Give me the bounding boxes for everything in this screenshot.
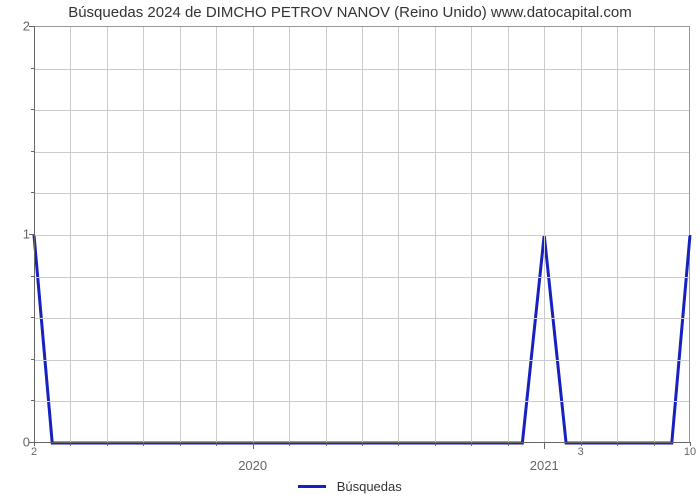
legend: Búsquedas bbox=[0, 478, 700, 496]
x-minor-tick-mark bbox=[398, 442, 399, 446]
x-minor-tick-mark bbox=[654, 442, 655, 446]
x-minor-tick-mark bbox=[362, 442, 363, 446]
y-minor-tick-mark bbox=[31, 276, 34, 277]
gridline-horizontal-major bbox=[34, 235, 689, 236]
y-minor-tick-mark bbox=[31, 192, 34, 193]
y-minor-tick-mark bbox=[31, 109, 34, 110]
x-tick-label-major: 2021 bbox=[530, 458, 559, 473]
gridline-horizontal-minor bbox=[34, 401, 689, 402]
x-major-tick-mark bbox=[544, 442, 545, 449]
x-minor-tick-mark bbox=[216, 442, 217, 446]
gridline-horizontal-minor bbox=[34, 193, 689, 194]
y-tick-label: 0 bbox=[6, 435, 30, 450]
y-minor-tick-mark bbox=[31, 68, 34, 69]
y-tick-mark bbox=[29, 26, 34, 27]
legend-swatch bbox=[298, 485, 326, 488]
x-minor-tick-mark bbox=[143, 442, 144, 446]
y-minor-tick-mark bbox=[31, 359, 34, 360]
gridline-horizontal-minor bbox=[34, 152, 689, 153]
x-minor-tick-mark bbox=[435, 442, 436, 446]
x-tick-label-minor: 3 bbox=[578, 446, 584, 458]
x-tick-label-minor: 2 bbox=[31, 446, 37, 458]
plot-area bbox=[34, 26, 690, 442]
x-minor-tick-mark bbox=[508, 442, 509, 446]
gridline-horizontal-minor bbox=[34, 110, 689, 111]
x-minor-tick-mark bbox=[107, 442, 108, 446]
y-axis-line bbox=[34, 26, 35, 442]
gridline-horizontal-minor bbox=[34, 318, 689, 319]
gridline-horizontal-minor bbox=[34, 69, 689, 70]
y-minor-tick-mark bbox=[31, 400, 34, 401]
gridline-horizontal-minor bbox=[34, 277, 689, 278]
y-minor-tick-mark bbox=[31, 317, 34, 318]
chart-title: Búsquedas 2024 de DIMCHO PETROV NANOV (R… bbox=[0, 4, 700, 21]
x-minor-tick-mark bbox=[471, 442, 472, 446]
chart-container: { "chart": { "type": "line", "title": "B… bbox=[0, 0, 700, 500]
legend-label: Búsquedas bbox=[337, 479, 402, 494]
y-minor-tick-mark bbox=[31, 151, 34, 152]
gridline-horizontal-minor bbox=[34, 360, 689, 361]
x-tick-label-minor: 10 bbox=[684, 446, 696, 458]
x-major-tick-mark bbox=[253, 442, 254, 449]
x-minor-tick-mark bbox=[617, 442, 618, 446]
x-minor-tick-mark bbox=[70, 442, 71, 446]
y-tick-label: 2 bbox=[6, 19, 30, 34]
y-tick-mark bbox=[29, 234, 34, 235]
x-minor-tick-mark bbox=[326, 442, 327, 446]
x-minor-tick-mark bbox=[180, 442, 181, 446]
y-tick-label: 1 bbox=[6, 227, 30, 242]
x-minor-tick-mark bbox=[289, 442, 290, 446]
x-tick-label-major: 2020 bbox=[238, 458, 267, 473]
